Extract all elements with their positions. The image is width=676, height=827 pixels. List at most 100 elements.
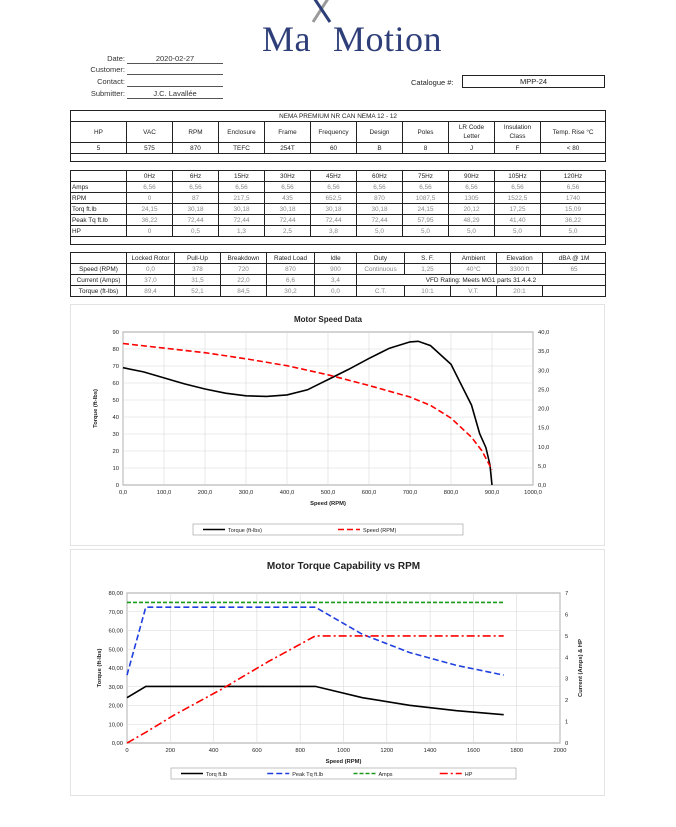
- submitter-value: J.C. Lavallée: [127, 89, 223, 99]
- y2-tick-label: 5,0: [538, 464, 546, 470]
- spacer-row: [70, 236, 606, 245]
- perf-cell: 52,1: [174, 285, 221, 297]
- y2-tick-label: 5: [565, 634, 568, 640]
- vfd-rating: VFD Rating: Meets MG1 parts 31.4.4.2: [356, 274, 606, 286]
- y-tick-label: 10: [113, 466, 119, 472]
- freq-cell: 30,18: [218, 203, 265, 215]
- y2-tick-label: 0: [565, 741, 568, 747]
- perf-header: Duty: [356, 252, 405, 264]
- perf-elevation: 3300 ft: [496, 263, 543, 275]
- x-tick-label: 600,0: [362, 490, 377, 496]
- freq-cell: 5,0: [540, 225, 606, 237]
- x-tick-label: 2000: [554, 748, 567, 754]
- freq-header: 120Hz: [540, 170, 606, 182]
- freq-cell: 6,56: [218, 181, 265, 193]
- nema-value: < 80: [539, 142, 607, 154]
- legend-box: [170, 767, 517, 780]
- freq-cell: 1087,5: [402, 192, 449, 204]
- nema-value: 870: [172, 142, 219, 154]
- x-tick-label: 1000: [337, 748, 350, 754]
- freq-cell: 30,18: [264, 203, 311, 215]
- nema-header: VAC: [126, 121, 173, 143]
- perf-cell: 900: [314, 263, 357, 275]
- nema-title: NEMA PREMIUM NR CAN NEMA 12 - 12: [69, 110, 607, 122]
- row-label: Current (Amps): [70, 274, 127, 286]
- freq-cell: 36,22: [540, 214, 606, 226]
- freq-cell: 5,0: [448, 225, 495, 237]
- freq-row: Torq ft.lb 24,15 30,18 30,18 30,18 30,18 30,18…: [70, 203, 606, 215]
- perf-cell: 30,2: [266, 285, 315, 297]
- y-tick-label: 10,00: [108, 722, 123, 728]
- series-line-torque-ft-lbs-: [122, 340, 493, 486]
- perf-cell: 89,4: [126, 285, 175, 297]
- motor-speed-chart: Motor Speed Data 0,0 100,0 200,0 300,0 400,0 5…: [70, 304, 605, 546]
- perf-vt: V.T.: [450, 285, 497, 297]
- perf-corner: [70, 252, 127, 264]
- chart-title: Motor Speed Data: [294, 315, 363, 324]
- y2-tick-label: 0,0: [538, 483, 546, 489]
- freq-cell: 6,56: [172, 181, 219, 193]
- freq-cell: 30,18: [172, 203, 219, 215]
- y2-tick-label: 7: [565, 591, 568, 597]
- maxmotion-logo: Ma Motion: [262, 0, 442, 60]
- freq-cell: 72,44: [310, 214, 357, 226]
- y-axis-label: Torque (ft-lbs): [93, 389, 99, 428]
- freq-cell: 5,0: [402, 225, 449, 237]
- x-tick-label: 1400: [424, 748, 437, 754]
- nema-value: J: [448, 142, 495, 154]
- legend-label: Amps: [379, 772, 393, 778]
- freq-cell: 435: [264, 192, 311, 204]
- x-tick-label: 200,0: [198, 490, 213, 496]
- perf-sf: 1,25: [404, 263, 451, 275]
- nema-header: Enclosure: [218, 121, 265, 143]
- freq-cell: 0: [126, 192, 173, 204]
- perf-header: Idle: [314, 252, 357, 264]
- freq-header: 75Hz: [402, 170, 449, 182]
- perf-cell: 37,0: [126, 274, 175, 286]
- customer-value: [127, 65, 223, 75]
- x-tick-label: 1200: [380, 748, 393, 754]
- y-axis-label: Torque (ft-lbs): [97, 649, 103, 688]
- x-tick-label: 400,0: [280, 490, 295, 496]
- x-tick-label: 200: [165, 748, 175, 754]
- y2-tick-label: 4: [565, 655, 569, 661]
- freq-cell: 36,22: [126, 214, 173, 226]
- x-tick-label: 900,0: [485, 490, 500, 496]
- freq-header: 45Hz: [310, 170, 357, 182]
- perf-cell: 0,0: [126, 263, 175, 275]
- customer-label: Customer:: [90, 65, 125, 74]
- freq-row-label: Amps: [70, 181, 127, 193]
- nema-header: Poles: [402, 121, 449, 143]
- freq-cell: 0,5: [172, 225, 219, 237]
- freq-header: 6Hz: [172, 170, 219, 182]
- perf-header: Breakdown: [220, 252, 267, 264]
- y-tick-label: 70,00: [108, 610, 123, 616]
- y2-tick-label: 15,0: [538, 426, 549, 432]
- perf-cell: 3,4: [314, 274, 357, 286]
- freq-cell: 6,56: [540, 181, 606, 193]
- catalogue-value: MPP-24: [462, 75, 605, 88]
- freq-cell: 15,09: [540, 203, 606, 215]
- series-line-hp: [126, 635, 504, 744]
- freq-cell: 6,56: [448, 181, 495, 193]
- nema-value: 60: [310, 142, 357, 154]
- y-tick-label: 50,00: [108, 647, 123, 653]
- x-tick-label: 0,0: [119, 490, 127, 496]
- freq-cell: 5,0: [356, 225, 403, 237]
- nema-table: NEMA PREMIUM NR CAN NEMA 12 - 12 HP VAC RP…: [69, 110, 607, 162]
- freq-cell: 48,29: [448, 214, 495, 226]
- y2-tick-label: 40,0: [538, 330, 549, 336]
- freq-row-label: HP: [70, 225, 127, 237]
- freq-cell: 1,3: [218, 225, 265, 237]
- perf-header: Rated Load: [266, 252, 315, 264]
- perf-vt-val: 20:1: [496, 285, 543, 297]
- contact-value: [127, 77, 223, 87]
- perf-cell: 6,6: [266, 274, 315, 286]
- series-line-peak-tq-ft-lb: [126, 606, 504, 676]
- legend-label: Torque (ft-lbs): [228, 528, 262, 534]
- freq-cell: 3,8: [310, 225, 357, 237]
- freq-corner: [70, 170, 127, 182]
- freq-cell: 1740: [540, 192, 606, 204]
- freq-header: 30Hz: [264, 170, 311, 182]
